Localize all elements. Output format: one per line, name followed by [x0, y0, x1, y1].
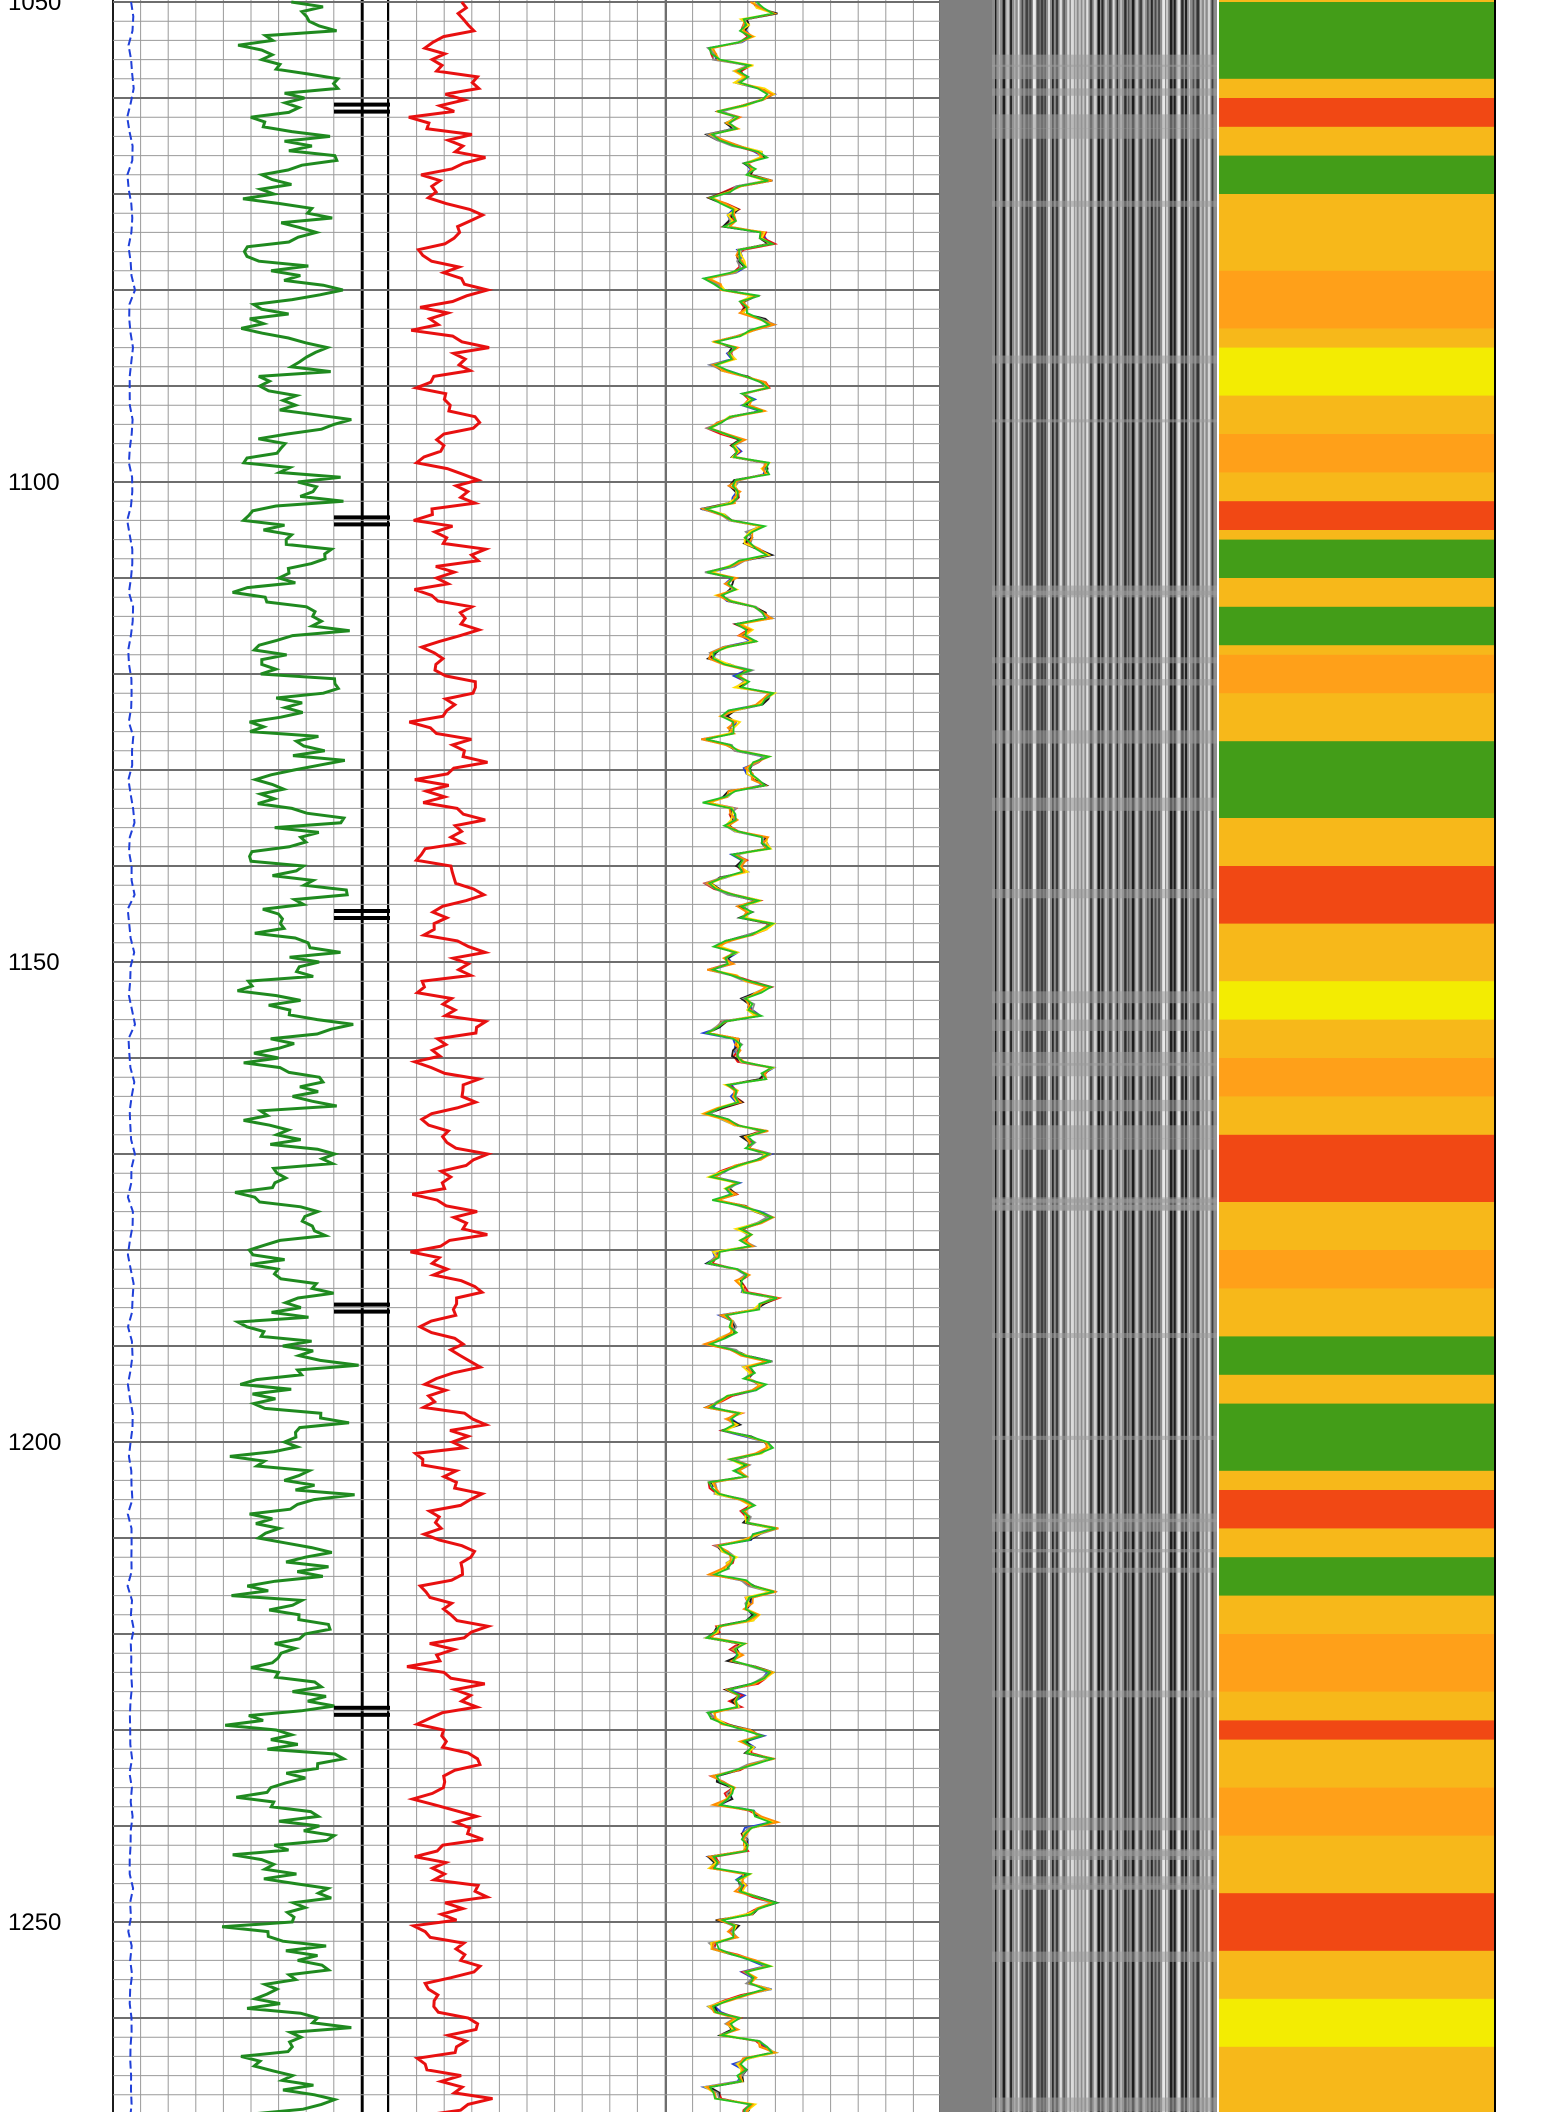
waveform-band	[992, 1138, 1217, 1150]
gr-curve	[221, 0, 359, 2112]
heatmap-band	[1219, 1250, 1494, 1289]
heatmap-band	[1219, 155, 1494, 194]
waveform-band	[992, 657, 1217, 664]
heatmap-band	[1219, 2, 1494, 79]
log-grid	[112, 0, 941, 2112]
heatmap-band	[1219, 606, 1494, 646]
waveform-band	[992, 1199, 1217, 1210]
depth-marker	[334, 102, 390, 107]
waveform-band	[992, 1063, 1217, 1077]
waveform-band	[992, 1850, 1217, 1857]
waveform-band	[992, 200, 1217, 207]
waveform-band	[992, 888, 1217, 899]
depth-tick-label: 1100	[8, 469, 60, 496]
heatmap-band	[1219, 270, 1494, 329]
heatmap-band	[1219, 1134, 1494, 1202]
heatmap-band	[1219, 501, 1494, 530]
waveform-band	[992, 1099, 1217, 1112]
depth-axis: 1050 1100 1150 1200 1250	[8, 0, 61, 1936]
waveform-band	[992, 88, 1217, 96]
depth-tick-label: 1200	[8, 1429, 61, 1456]
waveform-band	[992, 64, 1217, 80]
waveform-band	[992, 54, 1217, 67]
heatmap-band	[1219, 539, 1494, 578]
waveform-band	[992, 1019, 1217, 1031]
heatmap-band	[1219, 1634, 1494, 1692]
heatmap-band	[1219, 654, 1494, 694]
heatmap-track	[1219, 0, 1496, 2112]
waveform-band	[992, 1051, 1217, 1066]
waveform-band	[992, 355, 1217, 364]
heatmap-band	[1219, 1403, 1494, 1471]
heatmap-band	[1219, 1058, 1494, 1097]
waveform-gap	[940, 0, 992, 2112]
heatmap-band	[1219, 1490, 1494, 1529]
waveform-band	[992, 797, 1217, 811]
waveform-track	[940, 0, 1217, 2112]
heatmap-band	[1219, 1893, 1494, 1951]
depth-marker	[334, 909, 390, 913]
depth-marker	[334, 109, 390, 114]
waveform-band	[992, 114, 1217, 129]
waveform-band	[992, 1951, 1217, 1962]
curve-layer	[126, 0, 783, 2112]
waveform-band	[992, 128, 1217, 139]
heatmap-band	[1219, 1336, 1494, 1375]
waveform-band	[992, 1567, 1217, 1573]
heatmap-band	[1219, 434, 1494, 473]
waveform-band	[992, 730, 1217, 744]
depth-marker	[334, 1712, 390, 1717]
waveform-band	[992, 991, 1217, 1004]
red-curve	[406, 1, 494, 2112]
depth-marker	[334, 515, 390, 520]
depth-tick-label: 1050	[8, 0, 61, 16]
heatmap-band	[1219, 1787, 1494, 1836]
depth-marker	[334, 916, 390, 920]
depth-marker	[334, 1302, 390, 1307]
multi-curve	[701, 1, 780, 2112]
waveform-band	[992, 585, 1217, 598]
heatmap-band	[1219, 1557, 1494, 1596]
waveform-band	[992, 2097, 1217, 2112]
depth-tick-label: 1150	[8, 949, 60, 976]
depth-marker	[334, 1705, 390, 1710]
waveform-band	[992, 1125, 1217, 1139]
depth-tick-label: 1250	[8, 1909, 61, 1936]
depth-marker	[334, 522, 390, 527]
heatmap-band	[1219, 1998, 1494, 2047]
waveform-band	[992, 1197, 1217, 1203]
heatmap-band	[1219, 1720, 1494, 1740]
waveform-band	[992, 1876, 1217, 1885]
waveform-band	[992, 1513, 1217, 1523]
waveform-band	[992, 1435, 1217, 1440]
waveform-band	[992, 1549, 1217, 1553]
heatmap-band	[1219, 347, 1494, 396]
waveform-band	[992, 679, 1217, 686]
heatmap-band	[1219, 866, 1494, 924]
depth-marker	[334, 1309, 390, 1314]
waveform-band	[992, 1817, 1217, 1831]
waveform-band	[992, 419, 1217, 423]
waveform-band	[992, 1690, 1217, 1698]
waveform-band	[992, 1884, 1217, 1890]
heatmap-band	[1219, 981, 1494, 1020]
caliper-curve	[126, 1, 137, 2112]
heatmap-band	[1219, 741, 1494, 818]
marker-layer	[334, 102, 390, 1717]
heatmap-band	[1219, 98, 1494, 127]
waveform-band	[992, 1333, 1217, 1338]
